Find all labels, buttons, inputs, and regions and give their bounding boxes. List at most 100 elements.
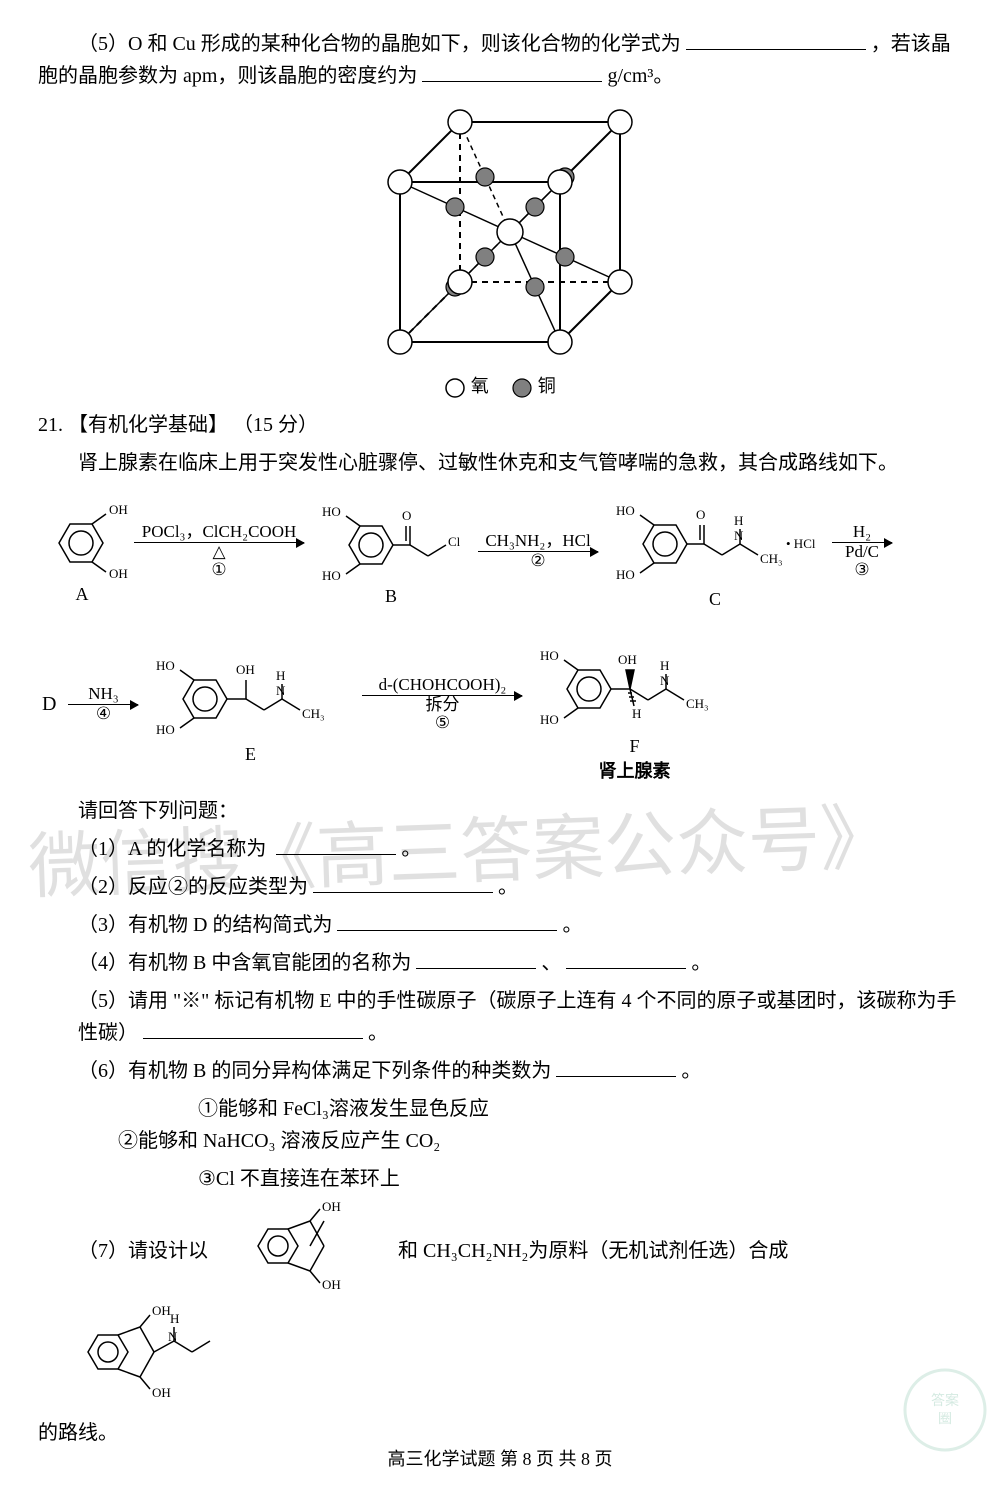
arrow3-top: H₂ bbox=[853, 523, 871, 542]
arrow1-top: POCl₃，ClCH₂COOH bbox=[142, 523, 297, 542]
blank-q4b bbox=[566, 949, 686, 969]
compound-d: D bbox=[42, 693, 56, 716]
svg-text:HO: HO bbox=[616, 567, 635, 582]
q6-cond3-row: ③Cl 不直接连在苯环上 bbox=[38, 1163, 962, 1195]
cond-3: ③Cl 不直接连在苯环上 bbox=[118, 1163, 400, 1195]
svg-text:OH: OH bbox=[109, 566, 128, 581]
label-c: C bbox=[709, 589, 721, 610]
q5-end: 。 bbox=[368, 1022, 388, 1044]
arrow-5: d-(CHOHCOOH)₂ 拆分 ⑤ bbox=[362, 676, 522, 733]
arrow-3: H₂ Pd/C ③ bbox=[832, 523, 892, 580]
svg-text:H: H bbox=[170, 1311, 179, 1326]
blank-density bbox=[422, 62, 602, 82]
arrow2-num: ② bbox=[530, 552, 545, 571]
arrow4-top: NH₃ bbox=[88, 685, 118, 704]
svg-text:HO: HO bbox=[540, 712, 559, 727]
q21-header: 21. 【有机化学基础】 （15 分） bbox=[38, 409, 962, 441]
svg-text:HO: HO bbox=[322, 504, 341, 519]
arrow2-top: CH₃NH₂，HCl bbox=[485, 532, 590, 551]
label-e: E bbox=[245, 744, 256, 765]
arrow1-num: ① bbox=[211, 561, 226, 580]
arrow1-mid: △ bbox=[212, 543, 225, 562]
arrow-4: NH₃ ④ bbox=[68, 685, 138, 723]
arrow3-num: ③ bbox=[854, 561, 869, 580]
q2: （2）反应②的反应类型为 。 bbox=[38, 871, 962, 903]
crystal-diagram: 氧 铜 bbox=[38, 102, 962, 399]
q2-text: （2）反应②的反应类型为 bbox=[78, 876, 308, 898]
q5: （5）请用 "※" 标记有机物 E 中的手性碳原子（碳原子上连有 4 个不同的原… bbox=[38, 985, 962, 1049]
cond-1: ①能够和 FeCl₃溶液发生显色反应 bbox=[118, 1093, 489, 1125]
q6: （6）有机物 B 的同分异构体满足下列条件的种类数为 。 bbox=[38, 1055, 962, 1087]
svg-text:OH: OH bbox=[152, 1303, 171, 1318]
q7-a: （7）请设计以 bbox=[38, 1235, 208, 1267]
q6-end: 。 bbox=[681, 1060, 701, 1082]
reaction-scheme: 微信搜《高三答案公众号》 OHOH A POCl₃，ClCH₂COOH △ ① bbox=[38, 493, 962, 783]
svg-text:OH: OH bbox=[236, 662, 255, 677]
crystal-legend: 氧 铜 bbox=[38, 372, 962, 399]
svg-text:OH: OH bbox=[618, 652, 637, 667]
q20-5-text: （5）O 和 Cu 形成的某种化合物的晶胞如下，则该化合物的化学式为 ，若该晶胞… bbox=[38, 28, 962, 92]
svg-text:N: N bbox=[660, 673, 670, 688]
label-a: A bbox=[76, 584, 89, 605]
page-footer: 高三化学试题 第 8 页 共 8 页 bbox=[0, 1445, 1000, 1471]
q4-end: 。 bbox=[691, 952, 711, 974]
corner-logo-icon: 答案 圈 bbox=[900, 1365, 990, 1455]
svg-text:N: N bbox=[734, 528, 744, 543]
arrow3-mid: Pd/C bbox=[845, 543, 879, 562]
blank-q5 bbox=[143, 1019, 363, 1039]
svg-text:H: H bbox=[660, 658, 669, 673]
arrow4-num: ④ bbox=[96, 705, 111, 724]
label-adrenaline: 肾上腺素 bbox=[598, 757, 670, 783]
svg-text:OH: OH bbox=[109, 502, 128, 517]
q1-text: （1）A 的化学名称为 bbox=[78, 838, 266, 860]
svg-text:HO: HO bbox=[616, 503, 635, 518]
svg-text:H: H bbox=[276, 668, 285, 683]
label-b: B bbox=[385, 586, 397, 607]
exam-page: （5）O 和 Cu 形成的某种化合物的晶胞如下，则该化合物的化学式为 ，若该晶胞… bbox=[0, 0, 1000, 1495]
q4-mid: 、 bbox=[541, 952, 561, 974]
compound-c: HOHO O H N CH₃ • HCl C bbox=[610, 493, 820, 610]
blank-q3 bbox=[337, 911, 557, 931]
q6-text: （6）有机物 B 的同分异构体满足下列条件的种类数为 bbox=[78, 1060, 551, 1082]
arrow-1: POCl₃，ClCH₂COOH △ ① bbox=[134, 523, 304, 580]
q2-end: 。 bbox=[498, 876, 518, 898]
legend-copper: 铜 bbox=[538, 376, 556, 396]
cond-2: ②能够和 NaHCO₃ 溶液反应产生 CO₂ bbox=[38, 1125, 440, 1157]
svg-text:CH₃: CH₃ bbox=[302, 706, 325, 721]
blank-q2 bbox=[313, 873, 493, 893]
compound-f: HOHO OH H HN CH₃ F 肾上腺素 bbox=[534, 626, 734, 783]
svg-text:HO: HO bbox=[540, 648, 559, 663]
q21-num: 21. bbox=[38, 414, 63, 436]
svg-text:H: H bbox=[734, 513, 743, 528]
legend-oxygen: 氧 bbox=[471, 376, 489, 396]
blank-q1 bbox=[276, 835, 396, 855]
svg-text:CH₃: CH₃ bbox=[686, 696, 709, 711]
compound-a: OHOH A bbox=[42, 498, 122, 605]
indane-diol-icon: OHOH bbox=[208, 1201, 358, 1301]
q1: （1）A 的化学名称为 。 bbox=[38, 833, 962, 865]
q20-5-unit: g/cm³。 bbox=[607, 65, 673, 87]
crystal-svg bbox=[360, 102, 640, 362]
svg-text:HO: HO bbox=[156, 722, 175, 737]
svg-text:OH: OH bbox=[152, 1385, 171, 1400]
q21-bracket: 【有机化学基础】 bbox=[68, 414, 228, 436]
arrow-2: CH₃NH₂，HCl ② bbox=[478, 532, 598, 570]
label-d: D bbox=[42, 693, 56, 716]
q6-conds: ①能够和 FeCl₃溶液发生显色反应 ②能够和 NaHCO₃ 溶液反应产生 CO… bbox=[38, 1093, 962, 1157]
blank-q4a bbox=[416, 949, 536, 969]
q1-end: 。 bbox=[401, 838, 421, 860]
svg-text:H: H bbox=[632, 706, 641, 721]
svg-text:CH₃: CH₃ bbox=[760, 551, 783, 566]
compound-b: HOHO OCl B bbox=[316, 496, 466, 607]
svg-text:圈: 圈 bbox=[938, 1412, 952, 1427]
q7-b: 和 CH₃CH₂NH₂为原料（无机试剂任选）合成 bbox=[358, 1235, 788, 1267]
q3-end: 。 bbox=[562, 914, 582, 936]
label-f: F bbox=[629, 736, 639, 757]
questions-lead: 请回答下列问题： bbox=[38, 795, 962, 827]
blank-q6 bbox=[556, 1057, 676, 1077]
q3: （3）有机物 D 的结构简式为 。 bbox=[38, 909, 962, 941]
arrow5-top: d-(CHOHCOOH)₂ bbox=[379, 676, 507, 695]
svg-text:O: O bbox=[696, 507, 705, 522]
q21-points: （15 分） bbox=[233, 414, 318, 436]
svg-text:HO: HO bbox=[156, 658, 175, 673]
